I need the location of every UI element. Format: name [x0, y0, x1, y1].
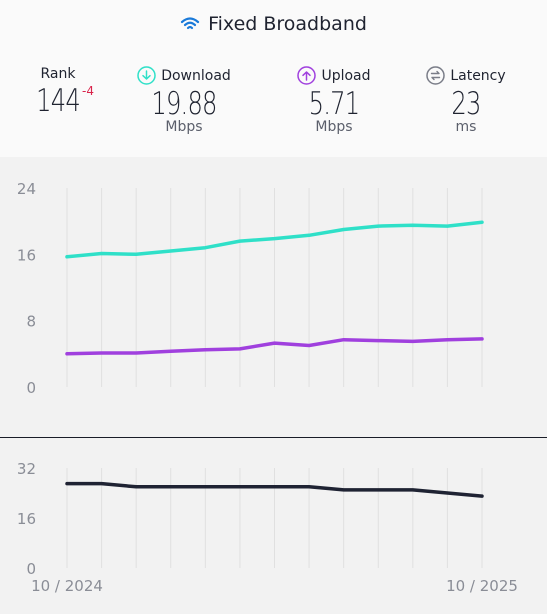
upload-icon — [297, 66, 317, 85]
upload-value: 5.71 — [308, 86, 361, 122]
y-tick-label: 0 — [26, 379, 36, 397]
wifi-icon — [180, 17, 200, 30]
latency-unit: ms — [455, 119, 477, 135]
series-line-download — [65, 220, 484, 259]
y-tick-label: 24 — [17, 180, 36, 198]
latency-value: 23 — [451, 86, 481, 122]
rank-value: 144 — [36, 83, 81, 119]
y-tick-label: 16 — [17, 510, 36, 528]
download-metric: Download 19.88 Mbps — [128, 66, 240, 135]
upload-label: Upload — [321, 67, 371, 84]
y-tick-label: 32 — [17, 460, 36, 478]
page-title: Fixed Broadband — [208, 13, 367, 35]
chart-divider — [0, 437, 547, 438]
rank-metric: Rank 144 — [30, 66, 86, 120]
y-tick-label: 0 — [26, 560, 36, 578]
series-line-latency — [65, 481, 484, 498]
upload-unit: Mbps — [315, 119, 353, 135]
series-line-upload — [65, 337, 484, 356]
y-tick-label: 16 — [17, 246, 36, 264]
latency-label: Latency — [450, 67, 506, 84]
latency-chart-panel — [0, 437, 547, 614]
download-icon — [137, 66, 156, 85]
y-tick-label: 8 — [26, 313, 36, 331]
upload-metric: Upload 5.71 Mbps — [284, 66, 384, 135]
x-tick-label: 10 / 2025 — [446, 577, 518, 595]
latency-metric: Latency 23 ms — [418, 66, 514, 135]
download-value: 19.88 — [151, 86, 217, 122]
metrics-header: Fixed Broadband Rank 144 -4 Download 19.… — [0, 0, 547, 157]
title-row: Fixed Broadband — [0, 13, 547, 35]
rank-label: Rank — [40, 66, 76, 82]
speed-chart-panel — [0, 157, 547, 437]
download-unit: Mbps — [165, 119, 203, 135]
x-tick-label: 10 / 2024 — [31, 577, 103, 595]
latency-icon — [426, 66, 446, 85]
download-label: Download — [161, 67, 231, 84]
rank-change-badge: -4 — [82, 84, 94, 98]
